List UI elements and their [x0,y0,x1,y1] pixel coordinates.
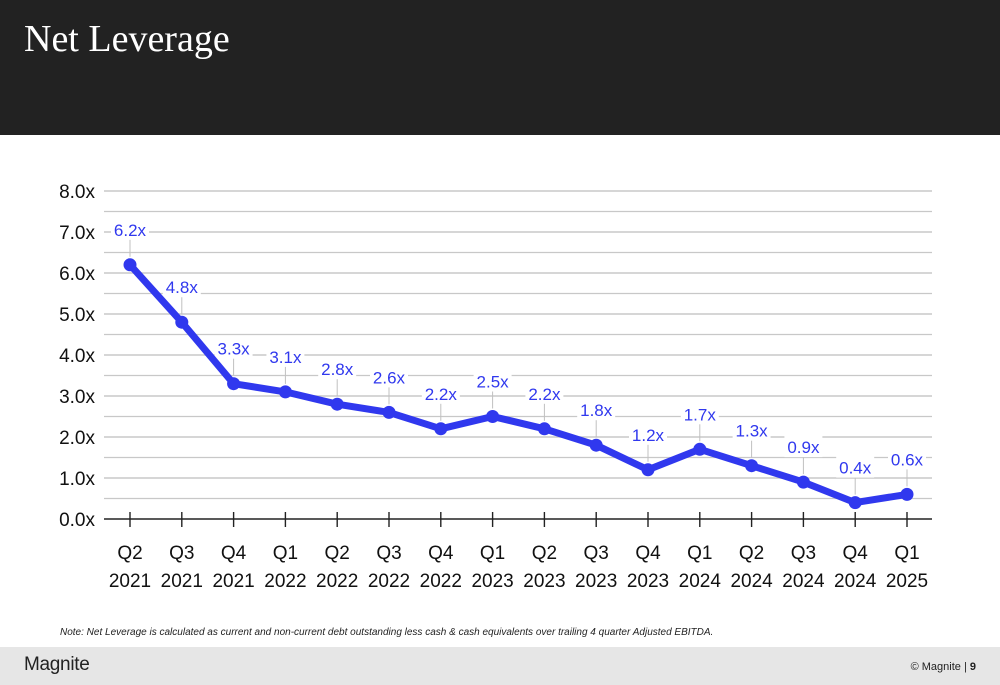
x-tick-label-quarter: Q1 [687,543,712,564]
footnote: Note: Net Leverage is calculated as curr… [60,627,714,638]
data-point [123,258,137,272]
data-point [278,385,292,399]
y-tick-label: 8.0x [59,182,95,203]
x-tick-label-year: 2023 [471,571,513,592]
x-tick-label-year: 2022 [420,571,462,592]
data-point [434,422,448,436]
data-label: 3.3x [218,340,251,359]
data-point [745,459,759,473]
data-label: 6.2x [114,221,147,240]
data-label-background [473,369,512,392]
y-tick-label: 3.0x [59,387,95,408]
x-tick-label-quarter: Q2 [739,543,764,564]
data-label-background [162,275,201,298]
header-bar: Net Leverage [0,0,1000,135]
series-line [126,261,911,507]
x-tick-label-quarter: Q3 [584,543,609,564]
x-tick-label-year: 2023 [627,571,669,592]
data-point [227,377,241,391]
data-label: 1.7x [684,405,717,424]
x-tick-label-quarter: Q3 [376,543,401,564]
copyright-text: © Magnite | [910,661,970,673]
data-label: 0.4x [839,459,872,478]
x-tick-label-year: 2023 [523,571,565,592]
y-tick-label: 0.0x [59,510,95,531]
data-point [796,475,810,489]
data-point [589,438,603,452]
y-tick-label: 2.0x [59,428,95,449]
x-tick-label-year: 2022 [316,571,358,592]
data-label: 3.1x [269,348,302,367]
x-tick-label-quarter: Q1 [894,543,919,564]
x-tick-label-quarter: Q4 [635,543,661,564]
data-label-background [266,344,305,367]
footer-bar: Magnite © Magnite | 9 [0,647,1000,685]
data-label-background [214,336,253,359]
y-tick-label: 6.0x [59,264,95,285]
data-point [537,422,551,436]
data-label: 0.6x [891,450,924,469]
data-label: 2.6x [373,368,406,387]
x-tick-label-year: 2021 [212,571,254,592]
data-label-background [732,418,771,441]
data-point [641,463,655,477]
x-tick-label-quarter: Q4 [428,543,454,564]
page-title: Net Leverage [24,18,230,60]
data-label-background [577,398,616,421]
x-tick-label-year: 2021 [161,571,203,592]
x-tick-label-year: 2024 [834,571,877,592]
x-tick-label-quarter: Q2 [117,543,142,564]
data-label: 0.9x [787,438,820,457]
data-point [848,496,862,510]
net-leverage-chart: 0.0x 1.0x 2.0x 3.0x 4.0x 5.0x 6.0x 7.0x 8.0x Q2 20… [59,182,932,592]
x-tick-label-quarter: Q3 [169,543,194,564]
copyright: © Magnite | 9 [911,661,976,673]
x-tick-label-quarter: Q2 [325,543,350,564]
data-label: 1.2x [632,426,665,445]
data-label-background [111,217,149,240]
data-point [382,405,396,419]
data-point [900,487,914,501]
data-label-background [421,381,460,404]
data-label-background [629,422,667,445]
data-label: 4.8x [166,278,199,297]
data-label: 2.5x [477,373,510,392]
data-label-background [370,365,408,388]
data-label-background [784,435,823,458]
x-tick-label-year: 2024 [679,571,722,592]
data-label: 2.8x [321,360,354,379]
x-tick-label-quarter: Q1 [273,543,298,564]
y-tick-label: 4.0x [59,346,95,367]
y-tick-label: 1.0x [59,469,95,490]
x-tick-label-quarter: Q4 [221,543,247,564]
y-tick-label: 7.0x [59,223,95,244]
x-tick-label-quarter: Q4 [843,543,869,564]
x-tick-label-quarter: Q1 [480,543,505,564]
x-tick-label-year: 2024 [730,571,773,592]
data-point [486,410,500,423]
data-label: 1.3x [736,422,769,441]
data-label-background [836,455,875,478]
data-label-background [680,402,719,425]
data-label: 2.2x [528,385,561,404]
x-tick-label-year: 2022 [368,571,410,592]
x-tick-label-year: 2025 [886,571,928,592]
x-tick-label-quarter: Q3 [791,543,816,564]
x-tick-label-year: 2024 [782,571,825,592]
x-tick-label-quarter: Q2 [532,543,557,564]
data-label-background [888,447,926,470]
x-tick-label-year: 2023 [575,571,617,592]
x-tick-label-year: 2022 [264,571,306,592]
data-point [330,397,344,411]
page-number: 9 [969,661,976,673]
x-tick-label-year: 2021 [109,571,151,592]
data-label-background [525,381,564,404]
data-label: 2.2x [425,385,458,404]
data-label-background [318,357,357,380]
data-point [693,442,707,456]
data-point [175,315,189,329]
magnite-logo: Magnite [24,654,90,675]
data-label: 1.8x [580,401,613,420]
y-tick-label: 5.0x [59,305,95,326]
